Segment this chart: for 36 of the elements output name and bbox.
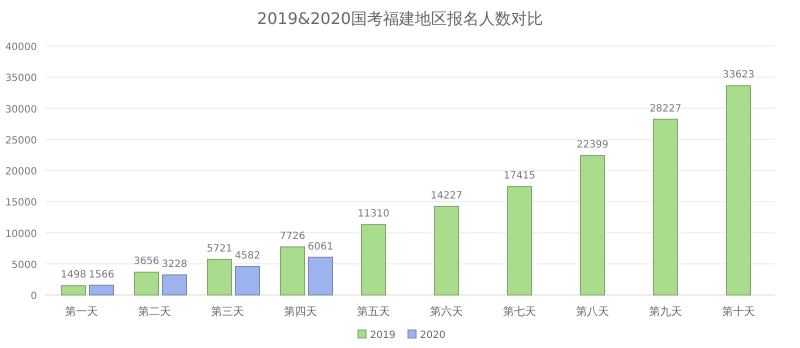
data-label: 7726	[280, 230, 306, 242]
y-tick-label: 10000	[5, 228, 37, 240]
x-tick-label: 第一天	[65, 305, 98, 318]
x-tick-label: 第四天	[284, 305, 317, 318]
x-tick-label: 第九天	[649, 305, 682, 318]
legend-label: 2020	[420, 330, 446, 341]
y-tick-label: 40000	[5, 42, 37, 53]
data-label: 4582	[234, 250, 260, 262]
x-tick-label: 第六天	[430, 305, 463, 318]
data-label: 11310	[358, 208, 390, 220]
y-tick-label: 5000	[12, 260, 37, 271]
data-label: 6061	[308, 241, 334, 252]
y-tick-label: 0	[30, 291, 37, 302]
data-label: 5721	[206, 243, 232, 254]
y-tick-label: 30000	[5, 104, 37, 116]
x-tick-label: 第十天	[722, 305, 755, 318]
data-label: 1498	[60, 270, 86, 281]
x-tick-label: 第八天	[576, 305, 609, 318]
data-label: 1566	[88, 269, 114, 280]
data-label: 14227	[430, 190, 462, 202]
legend-label: 2019	[370, 330, 396, 341]
x-tick-label: 第五天	[357, 305, 390, 318]
data-label: 28227	[650, 103, 682, 114]
chart-title: 2019&2020国考福建地区报名人数对比	[257, 9, 543, 28]
data-label: 33623	[722, 70, 754, 81]
y-tick-label: 35000	[5, 73, 37, 84]
x-tick-label: 第二天	[138, 305, 171, 318]
data-label: 17415	[504, 170, 536, 182]
y-tick-label: 25000	[5, 135, 37, 146]
y-tick-label: 20000	[5, 166, 37, 178]
x-tick-label: 第七天	[503, 305, 536, 318]
y-tick-label: 15000	[5, 198, 37, 209]
data-label: 22399	[576, 140, 608, 151]
data-label: 3228	[162, 258, 188, 270]
x-tick-label: 第三天	[211, 305, 244, 318]
data-label: 3656	[134, 256, 160, 268]
